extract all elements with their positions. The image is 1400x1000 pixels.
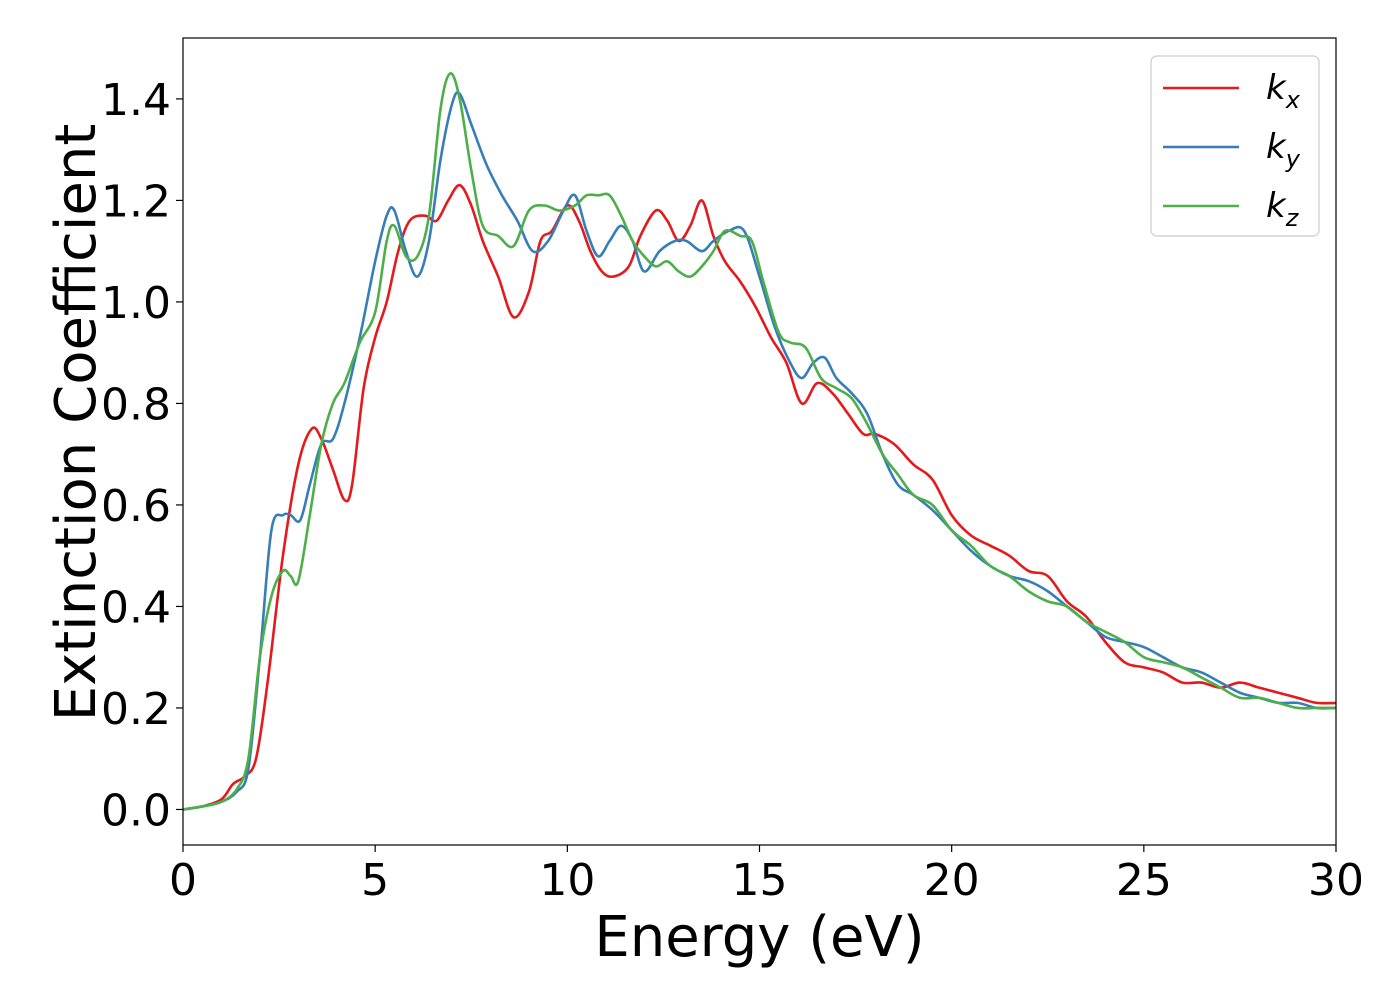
x-tick-label: 10	[539, 855, 595, 906]
series-line-k-x	[183, 183, 1336, 811]
x-tick-label: 30	[1308, 855, 1364, 906]
legend-label-sub: z	[1285, 204, 1300, 232]
y-tick-label: 0.8	[101, 379, 171, 430]
y-tick-label: 1.2	[101, 176, 171, 227]
y-axis-label: Extinction Coefficient	[44, 124, 109, 722]
legend-label-sub: x	[1285, 86, 1301, 114]
y-tick-label: 0.0	[101, 785, 171, 836]
x-tick-label: 20	[924, 855, 980, 906]
x-axis-label: Energy (eV)	[594, 905, 924, 970]
legend-label-main: k	[1266, 127, 1287, 167]
legend-label-sub: y	[1285, 145, 1301, 173]
y-tick-label: 0.6	[101, 481, 171, 532]
x-tick-label: 25	[1116, 855, 1172, 906]
y-tick-label: 0.2	[101, 684, 171, 735]
legend-label-k-y: ky	[1266, 127, 1301, 173]
legend-label-main: k	[1266, 186, 1287, 226]
y-tick-label: 0.4	[101, 582, 171, 633]
x-axis: 0 5 10 15 20 25 30	[169, 845, 1364, 906]
y-tick-label: 1.4	[101, 75, 171, 126]
legend-label-k-z: kz	[1266, 186, 1300, 232]
x-tick-label: 5	[361, 855, 389, 906]
legend-label-main: k	[1266, 68, 1287, 108]
y-tick-label: 1.0	[101, 278, 171, 329]
series-line-k-z	[183, 72, 1336, 811]
series-layer	[183, 72, 1336, 811]
x-tick-label: 15	[732, 855, 788, 906]
x-tick-label: 0	[169, 855, 197, 906]
y-axis: 0.0 0.2 0.4 0.6 0.8 1.0 1.2 1.4	[101, 75, 183, 836]
legend-label-k-x: kx	[1266, 68, 1301, 114]
